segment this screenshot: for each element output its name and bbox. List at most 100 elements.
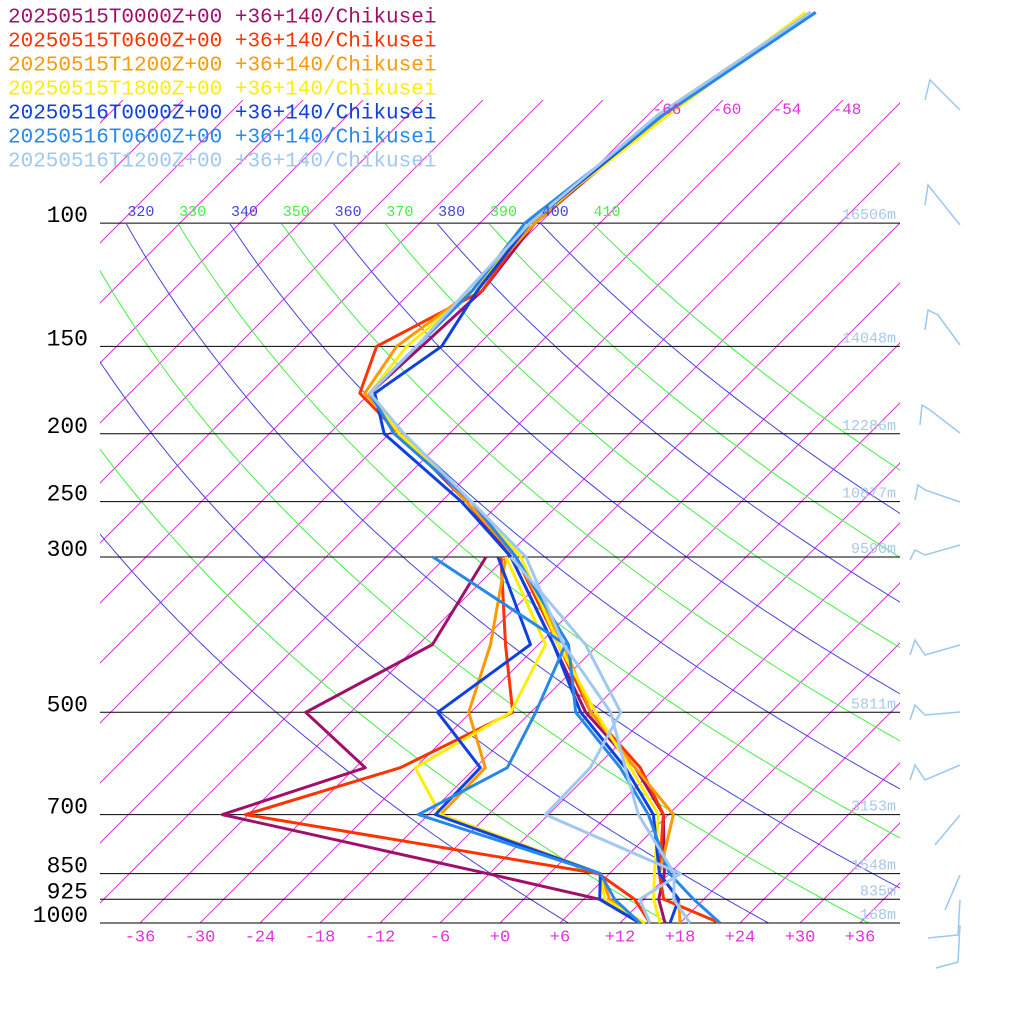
adiabat-label: 410 — [594, 204, 621, 221]
isotherm — [100, 100, 844, 844]
height-label: 168m — [860, 907, 896, 924]
x-tick-label: +6 — [550, 928, 570, 947]
dry-adiabats — [100, 224, 900, 923]
isotherm — [619, 642, 900, 923]
wind-barb — [909, 638, 961, 656]
labels: -66 -60 -54 -48 320 330 340 350 360 370 380 390 400 4… — [8, 7, 896, 948]
wind-barb — [909, 763, 961, 781]
x-tick-label: +24 — [725, 928, 756, 947]
legend-entry: 20250515T0600Z+00 +36+140/Chikusei — [8, 31, 436, 54]
y-tick-label: 200 — [47, 414, 88, 440]
adiabat-label: 330 — [179, 204, 206, 221]
isotherm — [739, 762, 900, 923]
adiabat-label: 360 — [335, 204, 362, 221]
x-tick-label: -18 — [305, 928, 336, 947]
dry-adiabat — [177, 224, 900, 839]
x-tick-label: -30 — [185, 928, 216, 947]
isotherm — [100, 100, 304, 304]
adiabat-label: 390 — [490, 204, 517, 221]
height-label: 3153m — [851, 799, 896, 816]
pressure-grid — [100, 222, 900, 924]
wind-barbs — [909, 78, 961, 969]
wind-barb — [927, 899, 961, 939]
isotherm — [139, 162, 900, 923]
isotherm — [100, 100, 244, 244]
dry-adiabat — [540, 224, 900, 515]
height-label: 5811m — [851, 696, 896, 713]
adiabat-label: 370 — [386, 204, 413, 221]
dewpoint-line — [413, 556, 646, 925]
x-tick-label: +0 — [490, 928, 510, 947]
adiabat-label: 350 — [283, 204, 310, 221]
y-tick-label: 925 — [47, 879, 88, 905]
isotherm — [439, 462, 900, 923]
legend-entry: 20250516T0000Z+00 +36+140/Chikusei — [8, 103, 436, 126]
legend-entry: 20250515T1800Z+00 +36+140/Chikusei — [8, 79, 436, 102]
height-label: 835m — [860, 883, 896, 900]
temperature-line — [368, 11, 812, 924]
y-tick-label: 150 — [47, 326, 88, 352]
y-tick-label: 250 — [47, 482, 88, 508]
legend-entry: 20250515T0000Z+00 +36+140/Chikusei — [8, 7, 436, 30]
dry-adiabat — [100, 360, 769, 923]
profiles — [220, 11, 817, 925]
temperature-line — [368, 11, 812, 924]
isotherms — [100, 100, 900, 923]
x-tick-label: +30 — [785, 928, 816, 947]
dewpoint-line — [433, 556, 641, 925]
isotherm — [100, 100, 604, 604]
wind-barb — [909, 703, 961, 721]
dry-adiabat — [488, 224, 900, 558]
height-label: 16506m — [842, 207, 896, 224]
y-tick-label: 100 — [47, 203, 88, 229]
isotherm — [100, 100, 544, 544]
isotherm — [319, 342, 900, 923]
x-tick-label: -24 — [245, 928, 276, 947]
x-tick-label: -6 — [430, 928, 450, 947]
isotherm — [100, 100, 724, 724]
wind-barb — [934, 814, 961, 846]
isotherm — [100, 100, 484, 484]
wind-barb — [944, 874, 961, 911]
y-tick-label: 850 — [47, 854, 88, 880]
wind-barb — [924, 308, 961, 346]
wind-barb — [914, 483, 961, 503]
adiabat-label: 400 — [542, 204, 569, 221]
wind-barb — [919, 403, 961, 434]
height-label: 12286m — [842, 418, 896, 435]
wind-barb — [935, 924, 961, 969]
isotherm — [100, 100, 424, 424]
y-tick-label: 300 — [47, 537, 88, 563]
x-tick-label: -12 — [365, 928, 396, 947]
isotherm — [559, 582, 900, 923]
isotherm — [100, 100, 784, 784]
isotherm-label: -60 — [713, 101, 742, 119]
isotherm — [259, 282, 900, 923]
x-tick-label: -36 — [125, 928, 156, 947]
dry-adiabat — [436, 224, 900, 603]
x-tick-label: +18 — [665, 928, 696, 947]
x-tick-label: +12 — [605, 928, 636, 947]
adiabat-label: 380 — [438, 204, 465, 221]
dewpoint-line — [509, 556, 682, 924]
adiabat-label: 320 — [127, 204, 154, 221]
dry-adiabat — [281, 224, 900, 742]
legend-entry: 20250515T1200Z+00 +36+140/Chikusei — [8, 55, 436, 78]
y-tick-label: 500 — [47, 692, 88, 718]
dry-adiabat — [333, 224, 900, 695]
y-tick-label: 1000 — [33, 903, 88, 929]
legend-entry: 20250516T0600Z+00 +36+140/Chikusei — [8, 127, 436, 150]
isotherm — [379, 402, 900, 923]
isotherm-label: -48 — [833, 101, 862, 119]
wind-barb — [909, 544, 961, 561]
isotherm — [679, 702, 900, 923]
y-tick-label: 700 — [47, 795, 88, 821]
x-tick-label: +36 — [845, 928, 876, 947]
height-label: 10877m — [842, 486, 896, 503]
dewpoint-line — [220, 556, 641, 925]
dewpoint-line — [243, 556, 652, 924]
isotherm — [100, 100, 364, 364]
adiabat-label: 340 — [231, 204, 258, 221]
isotherm-label: -66 — [653, 101, 682, 119]
